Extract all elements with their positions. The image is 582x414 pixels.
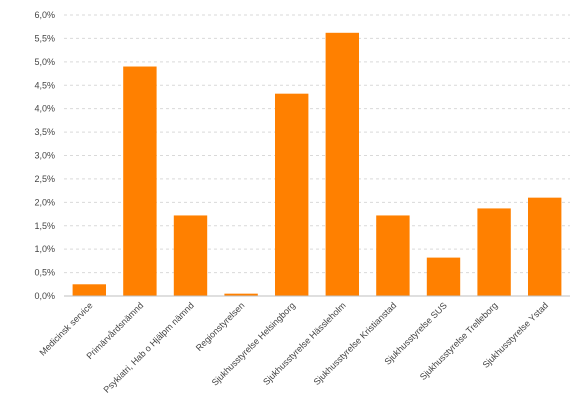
y-tick-label: 4,5% — [34, 80, 55, 90]
bar — [477, 208, 511, 296]
y-tick-label: 2,5% — [34, 174, 55, 184]
y-tick-label: 4,0% — [34, 104, 55, 114]
y-tick-label: 0,0% — [34, 291, 55, 301]
bar — [426, 257, 461, 296]
bar — [173, 215, 208, 296]
y-tick-label: 1,5% — [34, 221, 55, 231]
bar — [528, 197, 562, 296]
bar — [123, 66, 157, 297]
bar — [224, 293, 258, 296]
y-axis-ticks: 0,0% 0,5% 1,0% 1,5% 2,0% 2,5% 3,0% 3,5% 4,0% 4,5%… — [34, 10, 55, 301]
bar — [376, 215, 410, 296]
bar — [275, 93, 309, 297]
y-tick-label: 3,5% — [34, 127, 55, 137]
x-category-label: Regionstyrelsen — [194, 300, 247, 353]
x-category-label: Sjukhusstyrelse Helsingborg — [210, 300, 297, 387]
x-category-label: Medicinsk service — [37, 300, 94, 357]
x-axis-category-labels: Medicinsk servicePrimärvårdsnämndPsykiat… — [37, 300, 550, 394]
x-category-label: Sjukhusstyrelse Hässleholm — [261, 300, 348, 387]
x-category-label: Psykiatri, Hab o Hjälpm nämnd — [101, 300, 195, 394]
y-tick-label: 3,0% — [34, 151, 55, 161]
y-tick-label: 5,5% — [34, 33, 55, 43]
y-tick-label: 1,0% — [34, 244, 55, 254]
bars — [72, 32, 562, 297]
x-category-label: Sjukhusstyrelse Kristianstad — [312, 300, 399, 387]
y-tick-label: 5,0% — [34, 57, 55, 67]
y-tick-label: 0,5% — [34, 268, 55, 278]
bar — [325, 32, 359, 297]
y-tick-label: 2,0% — [34, 197, 55, 207]
bar — [72, 284, 106, 296]
y-tick-label: 6,0% — [34, 10, 55, 20]
